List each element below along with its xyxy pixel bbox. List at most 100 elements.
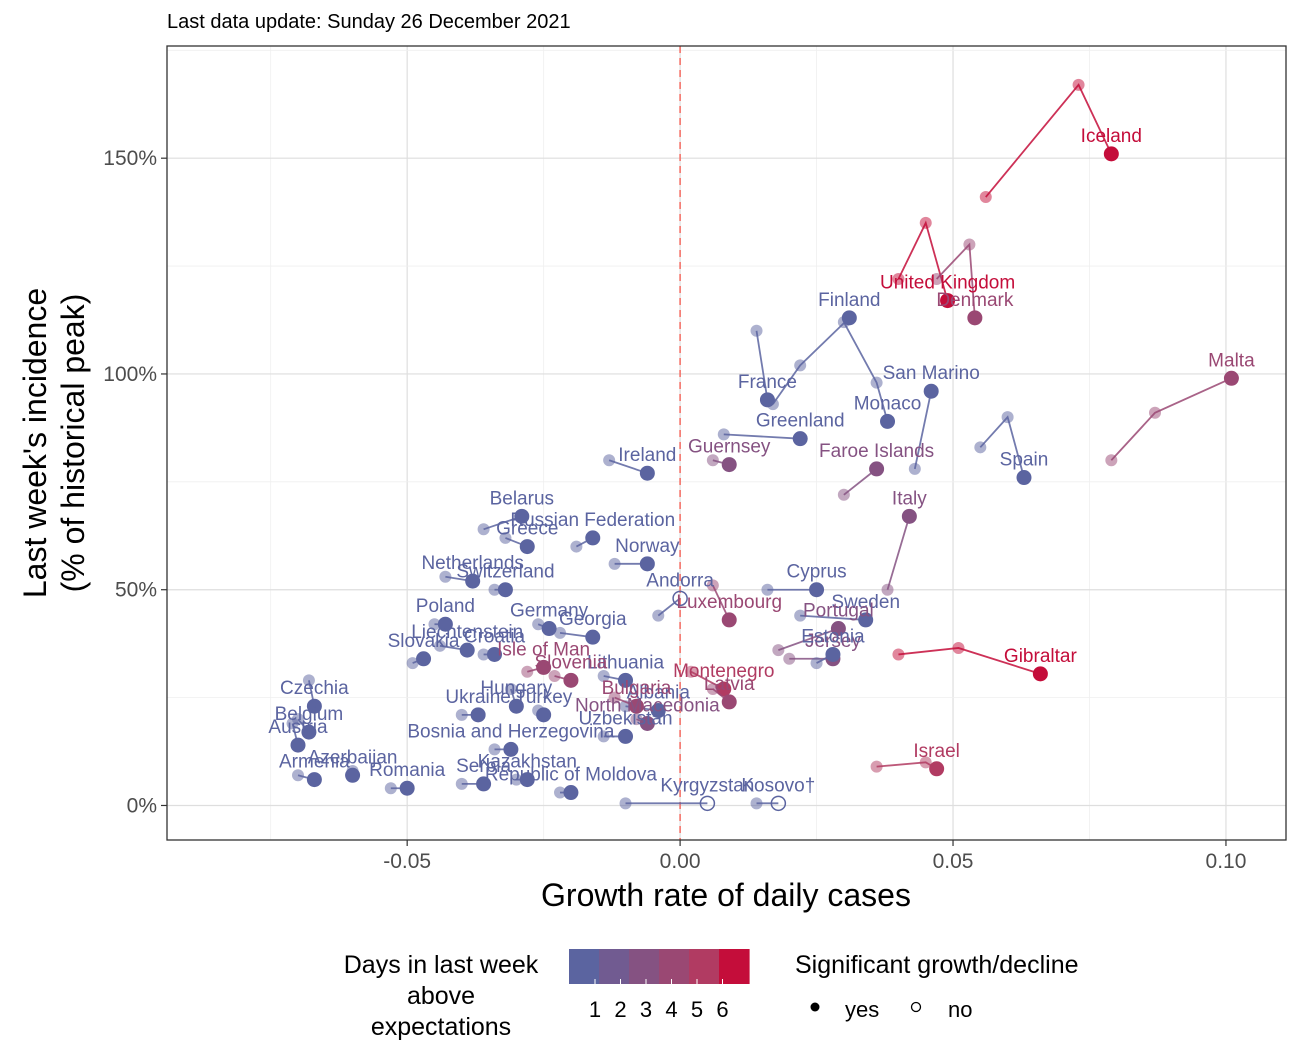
data-point bbox=[721, 457, 737, 473]
data-point bbox=[433, 639, 446, 652]
country-label: Republic of Moldova bbox=[485, 765, 658, 786]
x-axis-label: Growth rate of daily cases bbox=[541, 877, 911, 913]
country-trail bbox=[406, 651, 432, 670]
data-point bbox=[301, 724, 317, 740]
data-point bbox=[608, 691, 621, 704]
data-point bbox=[384, 782, 397, 795]
y-tick-label: 100% bbox=[103, 363, 157, 386]
data-point bbox=[619, 797, 632, 810]
country-label: Italy bbox=[892, 488, 927, 509]
data-point bbox=[455, 777, 468, 790]
data-point bbox=[761, 583, 774, 596]
country-label: Russian Federation bbox=[510, 510, 675, 531]
legend-color-label: 3 bbox=[640, 997, 652, 1022]
data-point bbox=[514, 508, 530, 524]
data-point bbox=[292, 769, 305, 782]
data-point bbox=[794, 609, 807, 622]
country-trail bbox=[439, 570, 481, 589]
country-trail bbox=[521, 659, 552, 678]
data-point bbox=[908, 462, 921, 475]
legend-color-swatch bbox=[689, 949, 720, 984]
data-point bbox=[532, 618, 545, 631]
country-label: Israel bbox=[913, 741, 959, 762]
country-trail bbox=[554, 785, 579, 801]
data-point bbox=[940, 293, 956, 309]
country-label: Romania bbox=[369, 760, 445, 781]
data-point bbox=[570, 540, 583, 553]
data-point bbox=[1001, 411, 1014, 424]
x-tick-label: -0.05 bbox=[383, 850, 431, 873]
data-point bbox=[772, 644, 785, 657]
data-point bbox=[345, 767, 361, 783]
country-label: Kazakhstan bbox=[478, 752, 577, 773]
data-point bbox=[721, 694, 737, 710]
country-trail bbox=[510, 772, 535, 788]
data-point bbox=[1016, 470, 1032, 486]
data-point bbox=[455, 708, 468, 721]
country-label: Belarus bbox=[490, 488, 554, 509]
trail-line bbox=[913, 391, 933, 470]
country-trail bbox=[488, 582, 513, 598]
country-trail bbox=[881, 508, 917, 596]
country-trail bbox=[384, 780, 415, 796]
data-point bbox=[717, 428, 730, 441]
x-tick-label: 0.00 bbox=[660, 850, 701, 873]
data-point bbox=[1223, 370, 1239, 386]
country-trail bbox=[488, 741, 519, 757]
country-trail bbox=[706, 454, 737, 473]
country-label: Luxembourg bbox=[676, 592, 782, 613]
data-point bbox=[510, 773, 523, 786]
y-tick-label: 150% bbox=[103, 147, 157, 170]
country-label: Estonia bbox=[801, 626, 865, 647]
data-point bbox=[1103, 146, 1119, 162]
data-point bbox=[967, 310, 983, 326]
country-trail bbox=[548, 670, 579, 688]
country-label: Faroe Islands bbox=[819, 441, 934, 462]
data-point bbox=[639, 465, 655, 481]
data-point bbox=[503, 741, 519, 757]
country-trail bbox=[706, 682, 737, 710]
country-trail bbox=[772, 621, 846, 657]
y-axis-ticks: 0% 50% 100% 150% bbox=[103, 147, 167, 817]
data-point bbox=[536, 659, 552, 675]
trail-line bbox=[778, 627, 839, 651]
data-point bbox=[548, 670, 561, 683]
country-trail bbox=[810, 646, 841, 670]
data-point bbox=[841, 310, 857, 326]
data-point bbox=[952, 641, 965, 654]
country-trail bbox=[608, 691, 644, 714]
country-label: Andorra bbox=[646, 570, 714, 591]
country-trail bbox=[750, 795, 787, 812]
data-point bbox=[499, 531, 512, 544]
data-point bbox=[810, 657, 823, 670]
legend-yes-label: yes bbox=[845, 997, 879, 1022]
data-point bbox=[428, 618, 441, 631]
data-point bbox=[1072, 78, 1085, 91]
legend-yes-marker bbox=[810, 1002, 820, 1012]
data-point bbox=[399, 780, 415, 796]
data-point bbox=[488, 743, 501, 756]
data-point bbox=[290, 737, 306, 753]
country-label: Switzerland bbox=[456, 562, 554, 583]
data-point bbox=[870, 376, 883, 389]
country-label: Uzbekistan bbox=[579, 708, 673, 729]
country-trail bbox=[597, 670, 634, 688]
country-label: United Kingdom bbox=[880, 273, 1015, 294]
data-point bbox=[706, 682, 719, 695]
data-point bbox=[750, 324, 763, 337]
country-label: Bulgaria bbox=[602, 678, 672, 699]
data-point bbox=[750, 797, 763, 810]
legend-color-label: 1 bbox=[589, 997, 601, 1022]
data-point bbox=[652, 609, 665, 622]
data-point bbox=[716, 681, 732, 697]
data-point bbox=[783, 652, 796, 665]
country-label: Poland bbox=[416, 596, 475, 617]
country-trail bbox=[794, 609, 874, 628]
data-point bbox=[306, 772, 322, 788]
data-point bbox=[881, 583, 894, 596]
country-trail bbox=[532, 704, 552, 723]
country-trail bbox=[433, 639, 475, 658]
trail-line bbox=[800, 614, 866, 621]
country-label: Croatia bbox=[464, 626, 526, 647]
country-label: Albania bbox=[627, 683, 691, 704]
